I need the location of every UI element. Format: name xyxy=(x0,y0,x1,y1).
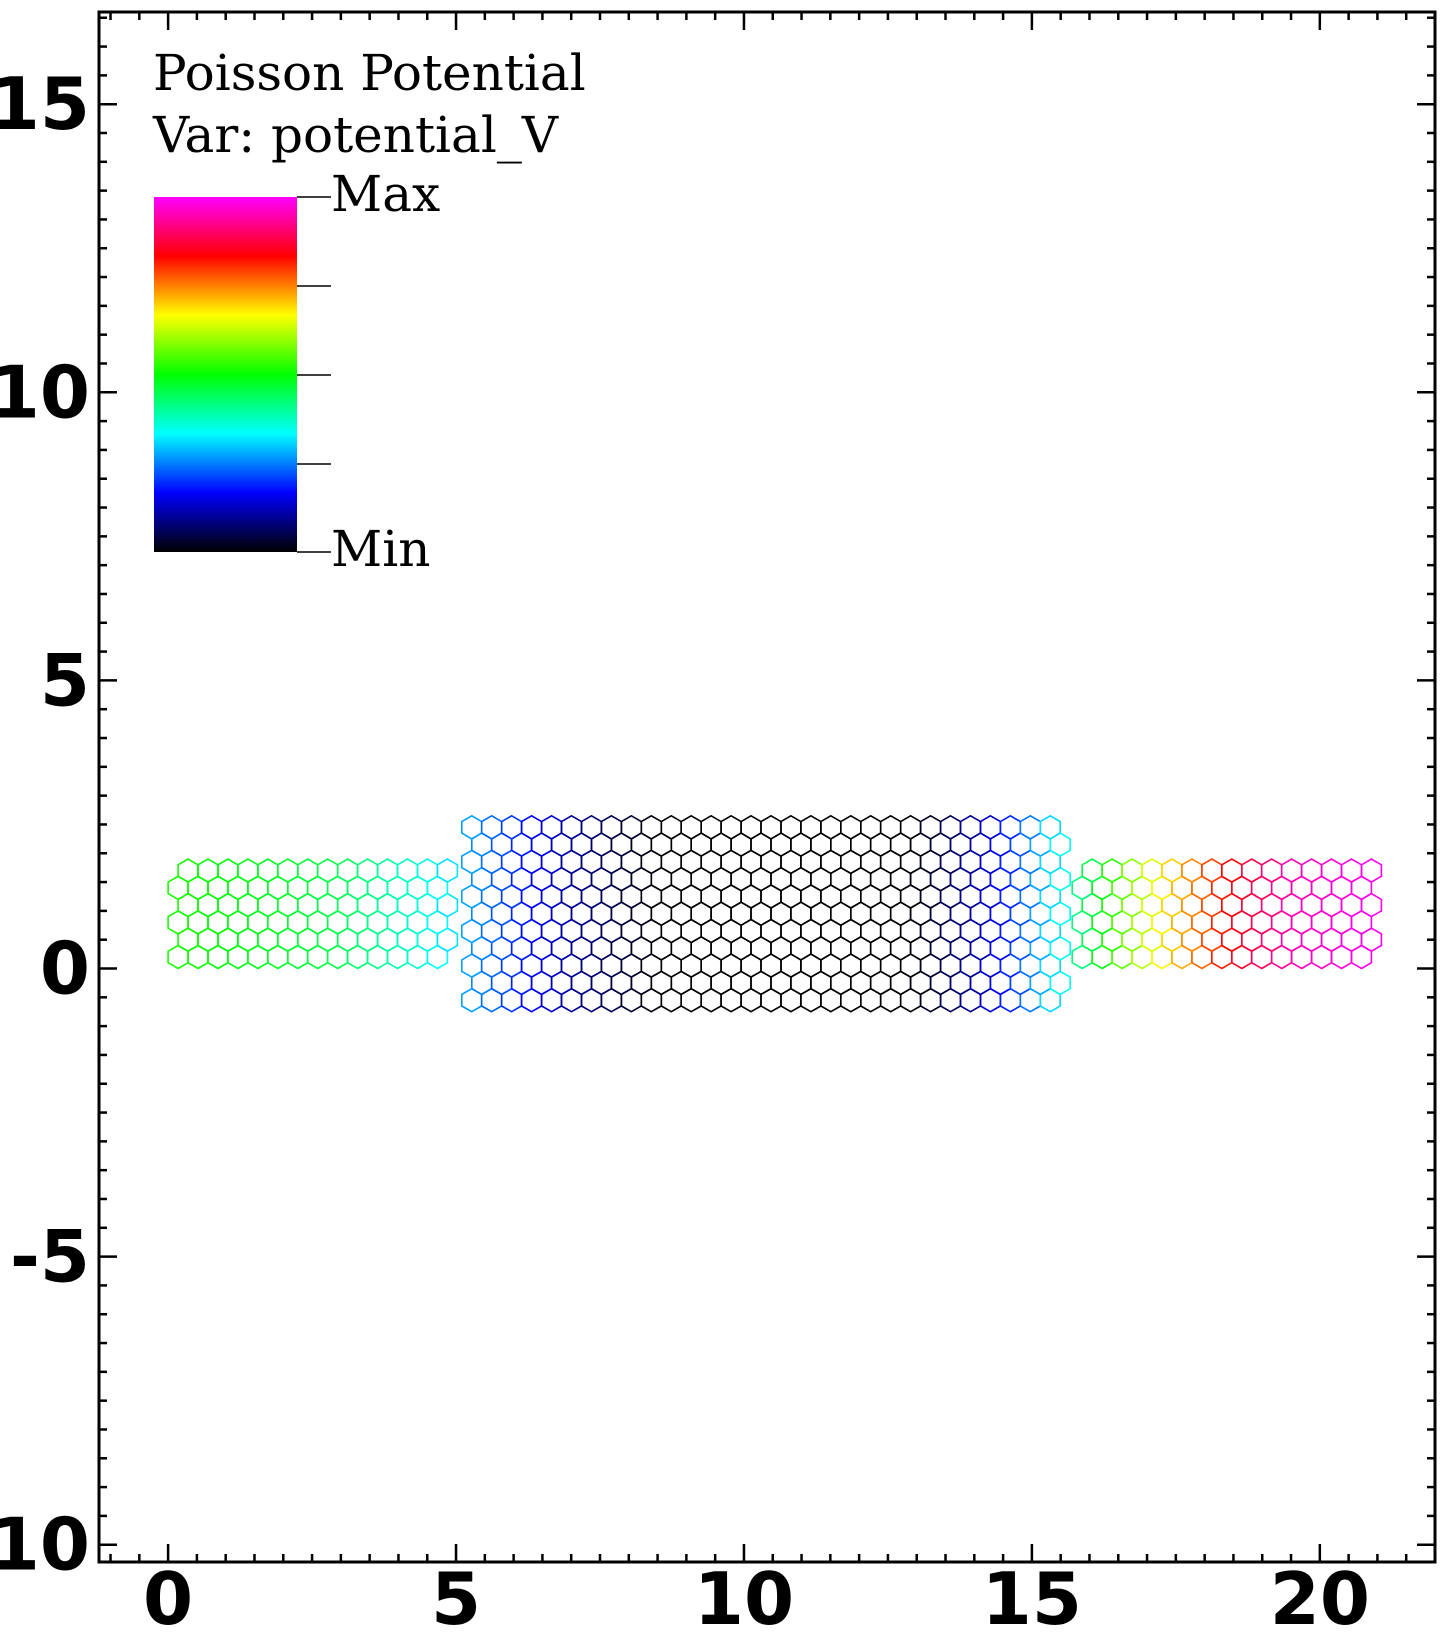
legend-variable: Var: potential_V xyxy=(152,106,559,164)
lattice-cell xyxy=(740,814,762,840)
lattice-cell xyxy=(939,814,962,840)
lattice-cell xyxy=(959,814,982,840)
lattice-cell xyxy=(840,814,862,840)
left-lead-lattice xyxy=(167,858,459,970)
y-tick-label: 15 xyxy=(0,62,90,146)
lattice-cell xyxy=(1260,858,1283,884)
lattice-cell xyxy=(820,814,842,840)
colorbar-min-label: Min xyxy=(331,520,430,578)
lattice-cell xyxy=(396,858,419,884)
lattice-cell xyxy=(1101,858,1123,884)
lattice-cell xyxy=(500,814,523,840)
lattice-cell xyxy=(660,814,682,840)
lattice-cell xyxy=(1141,858,1163,884)
lattice-cell xyxy=(197,858,219,884)
x-tick-label: 10 xyxy=(694,1557,794,1632)
lattice-cell xyxy=(540,814,563,840)
lattice-cell xyxy=(416,858,439,884)
right-lead-lattice xyxy=(1071,858,1383,970)
lattice-cell xyxy=(177,858,199,884)
lattice-cell xyxy=(257,858,279,884)
lattice-cell xyxy=(316,858,339,884)
lattice-cell xyxy=(720,814,742,840)
legend-title: Poisson Potential xyxy=(153,44,586,102)
lattice-cell xyxy=(760,814,782,840)
lattice-cell xyxy=(237,858,259,884)
lattice-cell xyxy=(780,814,802,840)
y-tick-label: 5 xyxy=(40,638,90,722)
x-tick-label: 0 xyxy=(143,1557,193,1632)
x-tick-label: 15 xyxy=(982,1557,1082,1632)
lattice-cell xyxy=(376,858,399,884)
lattice-cell xyxy=(217,858,239,884)
y-tick-label: -10 xyxy=(0,1503,90,1587)
colorbar-ticks xyxy=(297,196,331,553)
lattice-cell xyxy=(1340,858,1363,884)
lattice-cell xyxy=(640,814,663,840)
lattice-cell xyxy=(436,858,459,884)
graphene-lattice-mesh xyxy=(167,814,1383,1013)
x-axis-tick-labels: 0 5 10 15 20 xyxy=(143,1557,1370,1632)
lattice-cell xyxy=(1081,858,1103,884)
lattice-cell xyxy=(600,814,623,840)
lattice-cell xyxy=(899,814,922,840)
lattice-cell xyxy=(1181,858,1203,884)
colorbar-max-label: Max xyxy=(331,165,440,223)
lattice-cell xyxy=(580,814,603,840)
lattice-cell xyxy=(1121,858,1143,884)
lattice-cell xyxy=(979,814,1002,840)
y-tick-label: 0 xyxy=(40,927,90,1011)
lattice-cell xyxy=(1201,858,1223,884)
lattice-cell xyxy=(1320,858,1343,884)
lattice-cell xyxy=(480,814,503,840)
lattice-cell xyxy=(277,858,299,884)
lattice-cell xyxy=(1221,858,1243,884)
lattice-cell xyxy=(356,858,379,884)
lattice-cell xyxy=(999,814,1022,840)
lattice-cell xyxy=(520,814,543,840)
lattice-cell xyxy=(560,814,583,840)
lattice-cell xyxy=(1241,858,1263,884)
lattice-cell xyxy=(919,814,942,840)
lattice-cell xyxy=(800,814,822,840)
plot-frame xyxy=(97,10,1437,1564)
lattice-cell xyxy=(461,814,483,840)
lattice-cell xyxy=(336,858,359,884)
colorbar xyxy=(154,197,297,552)
lattice-cell xyxy=(1039,814,1061,840)
lattice-cell xyxy=(1360,858,1383,884)
lattice-cell xyxy=(879,814,902,840)
lattice-cell xyxy=(680,814,702,840)
axis-ticks xyxy=(99,12,1437,1562)
y-tick-label: 10 xyxy=(0,350,90,434)
lattice-cell xyxy=(620,814,643,840)
x-tick-label: 20 xyxy=(1270,1557,1370,1632)
y-tick-label: -5 xyxy=(10,1215,90,1299)
lattice-cell xyxy=(1280,858,1303,884)
x-tick-label: 5 xyxy=(431,1557,481,1632)
lattice-cell xyxy=(860,814,882,840)
lattice-cell xyxy=(1161,858,1183,884)
central-channel-lattice xyxy=(461,814,1071,1013)
y-axis-tick-labels: -10 -5 0 5 10 15 xyxy=(0,62,90,1587)
colorbar-legend: Poisson Potential Var: potential_V Max M… xyxy=(152,44,586,578)
lattice-cell xyxy=(297,858,319,884)
lattice-cell xyxy=(700,814,722,840)
lattice-cell xyxy=(1019,814,1042,840)
lattice-cell xyxy=(1300,858,1323,884)
